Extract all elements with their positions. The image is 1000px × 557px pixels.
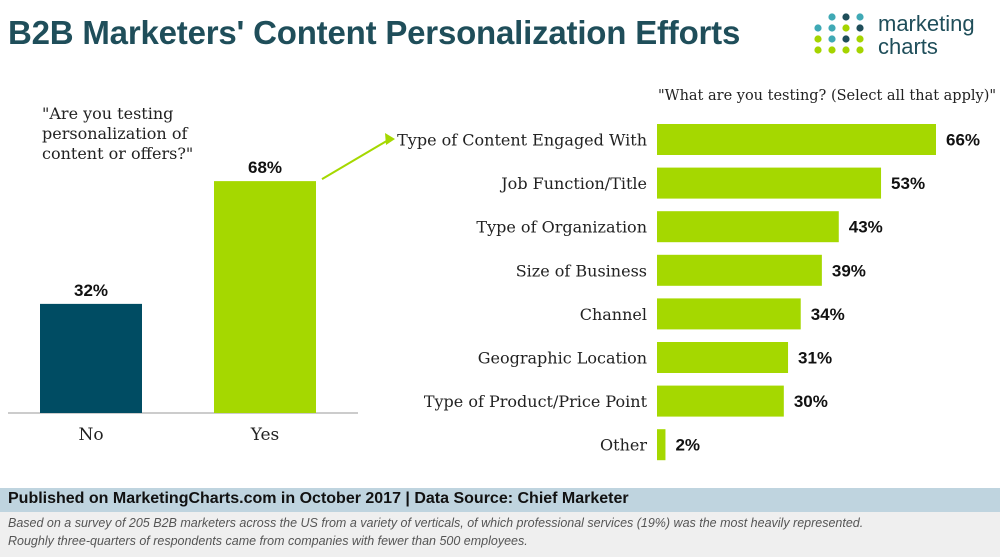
right-value-label: 66% [946,131,980,150]
logo-dot [842,13,850,21]
left-category-label: No [78,425,103,445]
logo-line-2: charts [878,34,938,59]
right-bar [657,211,839,243]
right-value-label: 2% [675,436,700,455]
right-category-label: Geographic Location [478,349,647,368]
logo-dots-icon [814,13,864,54]
logo-line-1: marketing [878,11,975,36]
logo-dot [828,24,836,32]
logo-dot [856,35,864,43]
footer-note-line-2: Roughly three-quarters of respondents ca… [8,534,528,548]
left-bar-yes [214,181,316,413]
right-category-label: Type of Content Engaged With [397,131,647,150]
right-value-label: 39% [832,261,866,280]
footer-note-line-1: Based on a survey of 205 B2B marketers a… [8,516,864,530]
right-value-label: 34% [811,305,845,324]
logo-dot [828,35,836,43]
right-bar [657,429,666,461]
right-bar [657,298,801,330]
logo-wordmark: marketing charts [878,12,975,58]
logo-dot [842,24,850,32]
right-value-label: 53% [891,174,925,193]
right-category-label: Size of Business [516,261,647,280]
footer-bar: Published on MarketingCharts.com in Octo… [0,488,1000,512]
connector-arrow-line [321,138,391,180]
logo-dot [842,35,850,43]
right-question: "What are you testing? (Select all that … [658,88,996,104]
logo-dot [814,35,822,43]
logo-dot [814,24,822,32]
right-value-label: 30% [794,392,828,411]
logo-dot [856,24,864,32]
left-bar-no [40,303,142,413]
footer-published: Published on MarketingCharts.com in Octo… [8,490,629,507]
right-value-label: 43% [849,218,883,237]
footer-note: Based on a survey of 205 B2B marketers a… [0,512,1000,557]
right-category-label: Type of Organization [476,218,647,237]
right-bar [657,342,789,373]
left-value-label: 32% [74,281,108,300]
right-category-label: Type of Product/Price Point [424,392,648,411]
left-question-line: personalization of [42,124,188,143]
right-bar [657,254,822,286]
marketingcharts-logo: marketing charts [812,12,992,62]
chart-title: B2B Marketers' Content Personalization E… [8,14,741,51]
right-bar [657,167,882,199]
logo-dot [842,46,850,54]
logo-dot [856,13,864,21]
right-bar [657,124,936,155]
right-category-label: Other [600,436,647,455]
left-question-line: "Are you testing [42,104,173,123]
logo-dot [828,13,836,21]
connector-arrow-head [385,133,395,145]
right-value-label: 31% [798,349,832,368]
right-category-label: Channel [580,305,647,324]
left-question-line: content or offers?" [42,144,193,163]
left-category-label: Yes [250,425,280,445]
logo-dot [856,46,864,54]
right-category-label: Job Function/Title [499,174,647,193]
logo-dot [828,46,836,54]
left-value-label: 68% [248,158,282,177]
right-bar [657,385,784,417]
logo-dot [814,46,822,54]
